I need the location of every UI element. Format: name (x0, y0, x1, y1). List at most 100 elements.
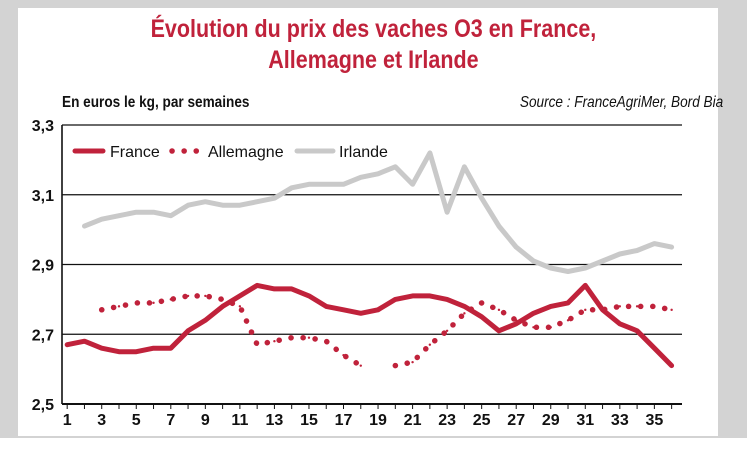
series-france-point (83, 340, 86, 343)
series-france-point (463, 305, 466, 308)
series-allemagne-point (100, 308, 103, 312)
series-france-point (515, 322, 518, 325)
series-irlande-point (549, 266, 552, 270)
series-irlande-point (411, 183, 414, 186)
series-irlande-point (532, 259, 535, 263)
series-allemagne-point (653, 305, 656, 308)
series-france-point (359, 312, 362, 315)
chart-title: Évolution du prix des vaches O3 en Franc… (52, 14, 694, 76)
series-allemagne-point (411, 360, 414, 364)
series-allemagne-point (359, 364, 362, 367)
series-irlande-point (515, 245, 518, 249)
series-irlande-point (670, 245, 673, 249)
x-tick-label: 1 (63, 412, 72, 429)
series-france-point (566, 301, 570, 305)
series-irlande-point (376, 172, 380, 176)
series-france-point (204, 319, 207, 322)
series-france-point (273, 287, 276, 291)
y-tick-label: 2,7 (32, 327, 54, 344)
series-france-point (601, 308, 604, 312)
x-tick-label: 15 (300, 412, 318, 429)
series-allemagne-point (566, 319, 570, 322)
series-allemagne-point (238, 305, 242, 308)
series-irlande-point (445, 210, 449, 214)
series-irlande-point (342, 183, 345, 186)
x-tick-label: 11 (231, 412, 248, 429)
series-france-point (411, 294, 414, 298)
series-france-point (100, 347, 103, 350)
series-france-point (325, 305, 328, 308)
series-allemagne-point (635, 305, 639, 308)
series-irlande-point (428, 151, 432, 155)
series-irlande-point (394, 165, 397, 169)
series-france-point (635, 329, 639, 332)
series-france-point (117, 350, 121, 353)
series-allemagne-point (532, 326, 535, 329)
series-france-point (65, 343, 69, 346)
x-tick-label: 13 (266, 412, 284, 429)
series-allemagne-point (186, 294, 190, 298)
series-france-point (307, 294, 311, 298)
series-france-point (670, 364, 673, 367)
x-tick-label: 29 (542, 412, 560, 429)
y-tick-label: 3,1 (32, 188, 54, 205)
series-irlande-point (635, 249, 639, 252)
y-tick-label: 3,3 (32, 118, 54, 135)
series-france-point (238, 294, 242, 298)
series-irlande-point (601, 259, 604, 263)
series-france-point (394, 298, 397, 301)
series-france-point (428, 294, 432, 298)
series-france-point (342, 308, 345, 312)
series-allemagne-point (290, 336, 293, 339)
x-tick-label: 27 (507, 412, 525, 429)
series-france-point (186, 329, 190, 332)
x-tick-label: 35 (645, 412, 663, 429)
series-allemagne-point (463, 312, 466, 315)
series-france-point (290, 287, 293, 291)
series-allemagne-point (135, 301, 138, 305)
x-tick-label: 19 (369, 412, 387, 429)
series-france-point (152, 347, 155, 350)
series-irlande-point (307, 183, 311, 186)
series-allemagne-point (428, 343, 432, 346)
series-france-point (169, 347, 173, 350)
series-allemagne-point (117, 305, 121, 308)
x-tick-label: 7 (166, 412, 175, 429)
series-allemagne-point (618, 305, 622, 308)
chart-card (18, 8, 718, 436)
series-allemagne-point (584, 308, 587, 312)
series-irlande-point (290, 186, 293, 189)
series-allemagne-point (255, 343, 259, 346)
series-allemagne-point (670, 308, 673, 312)
series-france-point (532, 312, 535, 315)
series-allemagne-point (480, 301, 483, 305)
series-allemagne-point (204, 294, 207, 298)
series-allemagne-point (549, 326, 552, 329)
series-irlande-point (255, 200, 259, 203)
series-allemagne-point (394, 364, 397, 367)
series-france-line (64, 282, 675, 369)
series-allemagne-point (273, 340, 276, 343)
series-france-point (135, 350, 138, 353)
x-tick-label: 9 (201, 412, 210, 429)
x-tick-label: 5 (132, 412, 141, 429)
series-france-point (653, 347, 656, 350)
series-allemagne-point (445, 329, 449, 332)
series-france-point (618, 322, 622, 325)
series-france-point (255, 284, 259, 287)
series-irlande-point (566, 270, 570, 273)
series-irlande-point (117, 214, 121, 217)
series-irlande-point (83, 224, 86, 228)
series-france-point (221, 305, 224, 308)
series-irlande-point (653, 242, 656, 245)
series-irlande-point (152, 210, 155, 214)
series-irlande-point (463, 165, 466, 169)
series-irlande-point (169, 214, 173, 217)
unit-note: En euros le kg, par semaines (62, 94, 250, 111)
legend-label-allemagne: Allemagne (208, 144, 284, 161)
series-france-point (549, 305, 552, 308)
x-tick-label: 3 (97, 412, 106, 429)
x-tick-label: 21 (404, 412, 422, 429)
x-tick-label: 23 (438, 412, 456, 429)
